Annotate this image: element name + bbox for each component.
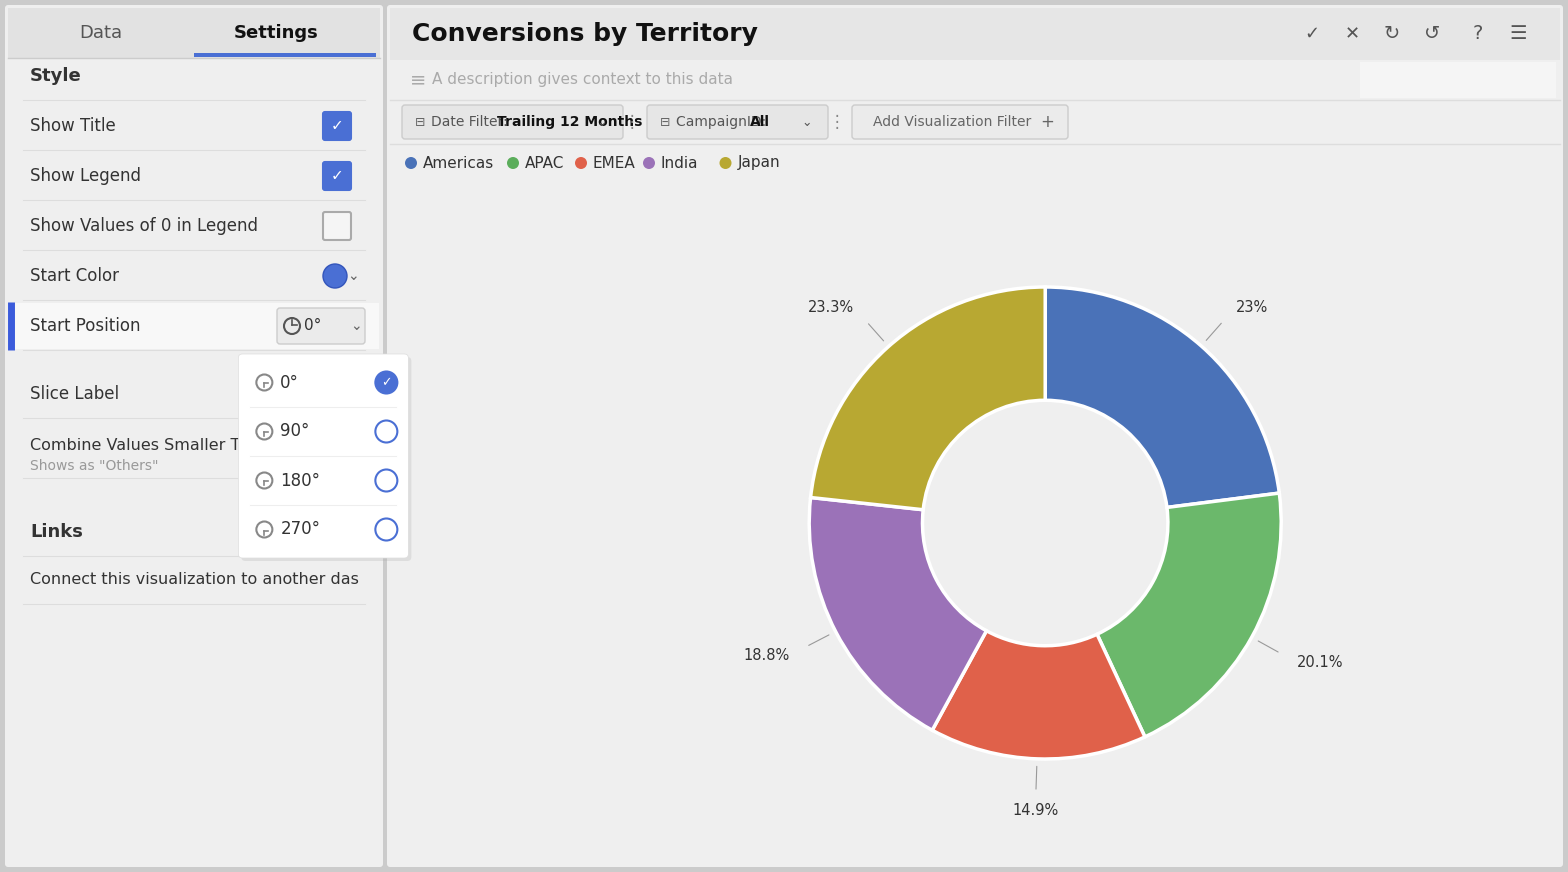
Circle shape (643, 157, 655, 169)
Wedge shape (809, 498, 986, 730)
Text: India: India (662, 155, 698, 171)
Text: Conversions by Territory: Conversions by Territory (412, 22, 757, 46)
Circle shape (323, 264, 347, 288)
Text: Connect this visualization to another das: Connect this visualization to another da… (30, 573, 359, 588)
FancyBboxPatch shape (390, 100, 1560, 144)
Text: Trailing 12 Months: Trailing 12 Months (497, 115, 643, 129)
Wedge shape (1046, 287, 1279, 508)
Text: 23.3%: 23.3% (808, 300, 855, 315)
FancyBboxPatch shape (238, 354, 408, 558)
Text: A description gives context to this data: A description gives context to this data (433, 72, 732, 87)
Text: 20.1%: 20.1% (1297, 655, 1344, 670)
Circle shape (720, 157, 732, 169)
Wedge shape (1098, 493, 1281, 737)
Text: ↺: ↺ (1424, 24, 1439, 44)
Text: Show Title: Show Title (30, 117, 116, 135)
FancyBboxPatch shape (851, 105, 1068, 139)
Text: ✓: ✓ (1305, 25, 1320, 43)
Text: Settings: Settings (234, 24, 318, 42)
Text: 90°: 90° (281, 423, 310, 440)
FancyBboxPatch shape (9, 303, 379, 349)
Text: 0°: 0° (304, 318, 321, 333)
Circle shape (506, 157, 519, 169)
FancyBboxPatch shape (323, 212, 351, 240)
FancyBboxPatch shape (1359, 62, 1555, 98)
Wedge shape (811, 287, 1046, 510)
Text: ⊟: ⊟ (660, 115, 671, 128)
Text: Show Legend: Show Legend (30, 167, 141, 185)
Circle shape (375, 420, 397, 442)
Text: ↻: ↻ (1385, 24, 1400, 44)
Circle shape (405, 157, 417, 169)
Text: ✓: ✓ (331, 168, 343, 183)
Text: 180°: 180° (281, 472, 320, 489)
Text: ⌄: ⌄ (801, 115, 812, 128)
Text: ?: ? (1472, 24, 1483, 44)
Text: ✓: ✓ (381, 376, 392, 389)
FancyBboxPatch shape (387, 5, 1563, 867)
Text: ⌄: ⌄ (347, 269, 359, 283)
Text: EMEA: EMEA (593, 155, 635, 171)
Text: Date Filter:: Date Filter: (431, 115, 513, 129)
Text: Start Color: Start Color (30, 267, 119, 285)
FancyBboxPatch shape (323, 162, 351, 190)
Circle shape (375, 519, 397, 541)
Circle shape (575, 157, 586, 169)
Circle shape (375, 469, 397, 492)
Text: ⋮: ⋮ (624, 113, 640, 131)
Text: Japan: Japan (737, 155, 781, 171)
FancyBboxPatch shape (390, 144, 1560, 182)
Text: Add Visualization Filter: Add Visualization Filter (873, 115, 1032, 129)
FancyBboxPatch shape (5, 5, 383, 867)
Text: Style: Style (30, 67, 82, 85)
FancyBboxPatch shape (278, 308, 365, 344)
Text: APAC: APAC (525, 155, 564, 171)
Text: 14.9%: 14.9% (1011, 803, 1058, 818)
FancyBboxPatch shape (390, 60, 1560, 100)
FancyBboxPatch shape (194, 53, 376, 57)
Text: 18.8%: 18.8% (743, 648, 789, 663)
Text: ✕: ✕ (1344, 25, 1359, 43)
Text: ⊟: ⊟ (416, 115, 425, 128)
FancyBboxPatch shape (648, 105, 828, 139)
Text: Start Position: Start Position (30, 317, 141, 335)
FancyBboxPatch shape (241, 357, 411, 561)
Wedge shape (933, 630, 1145, 759)
Text: Show Values of 0 in Legend: Show Values of 0 in Legend (30, 217, 259, 235)
Text: ⋮: ⋮ (828, 113, 845, 131)
Text: Combine Values Smaller Than: Combine Values Smaller Than (30, 439, 271, 453)
Text: Americas: Americas (423, 155, 494, 171)
Text: All: All (750, 115, 770, 129)
Text: ☰: ☰ (1510, 24, 1527, 44)
Text: CampaignID:: CampaignID: (676, 115, 770, 129)
FancyBboxPatch shape (8, 8, 379, 58)
Text: Links: Links (30, 523, 83, 541)
Text: +: + (1040, 113, 1054, 131)
Text: ⌄: ⌄ (350, 319, 362, 333)
Text: ✓: ✓ (331, 119, 343, 133)
Text: ⌄: ⌄ (597, 115, 607, 128)
Text: 23%: 23% (1236, 299, 1269, 315)
FancyBboxPatch shape (401, 105, 622, 139)
Text: ≡: ≡ (409, 71, 426, 90)
Text: Data: Data (80, 24, 122, 42)
FancyBboxPatch shape (390, 8, 1560, 60)
Circle shape (375, 371, 397, 393)
Text: 0°: 0° (281, 373, 299, 392)
FancyBboxPatch shape (323, 112, 351, 140)
Text: 270°: 270° (281, 521, 320, 539)
Text: Slice Label: Slice Label (30, 385, 119, 403)
Text: Shows as "Others": Shows as "Others" (30, 459, 158, 473)
